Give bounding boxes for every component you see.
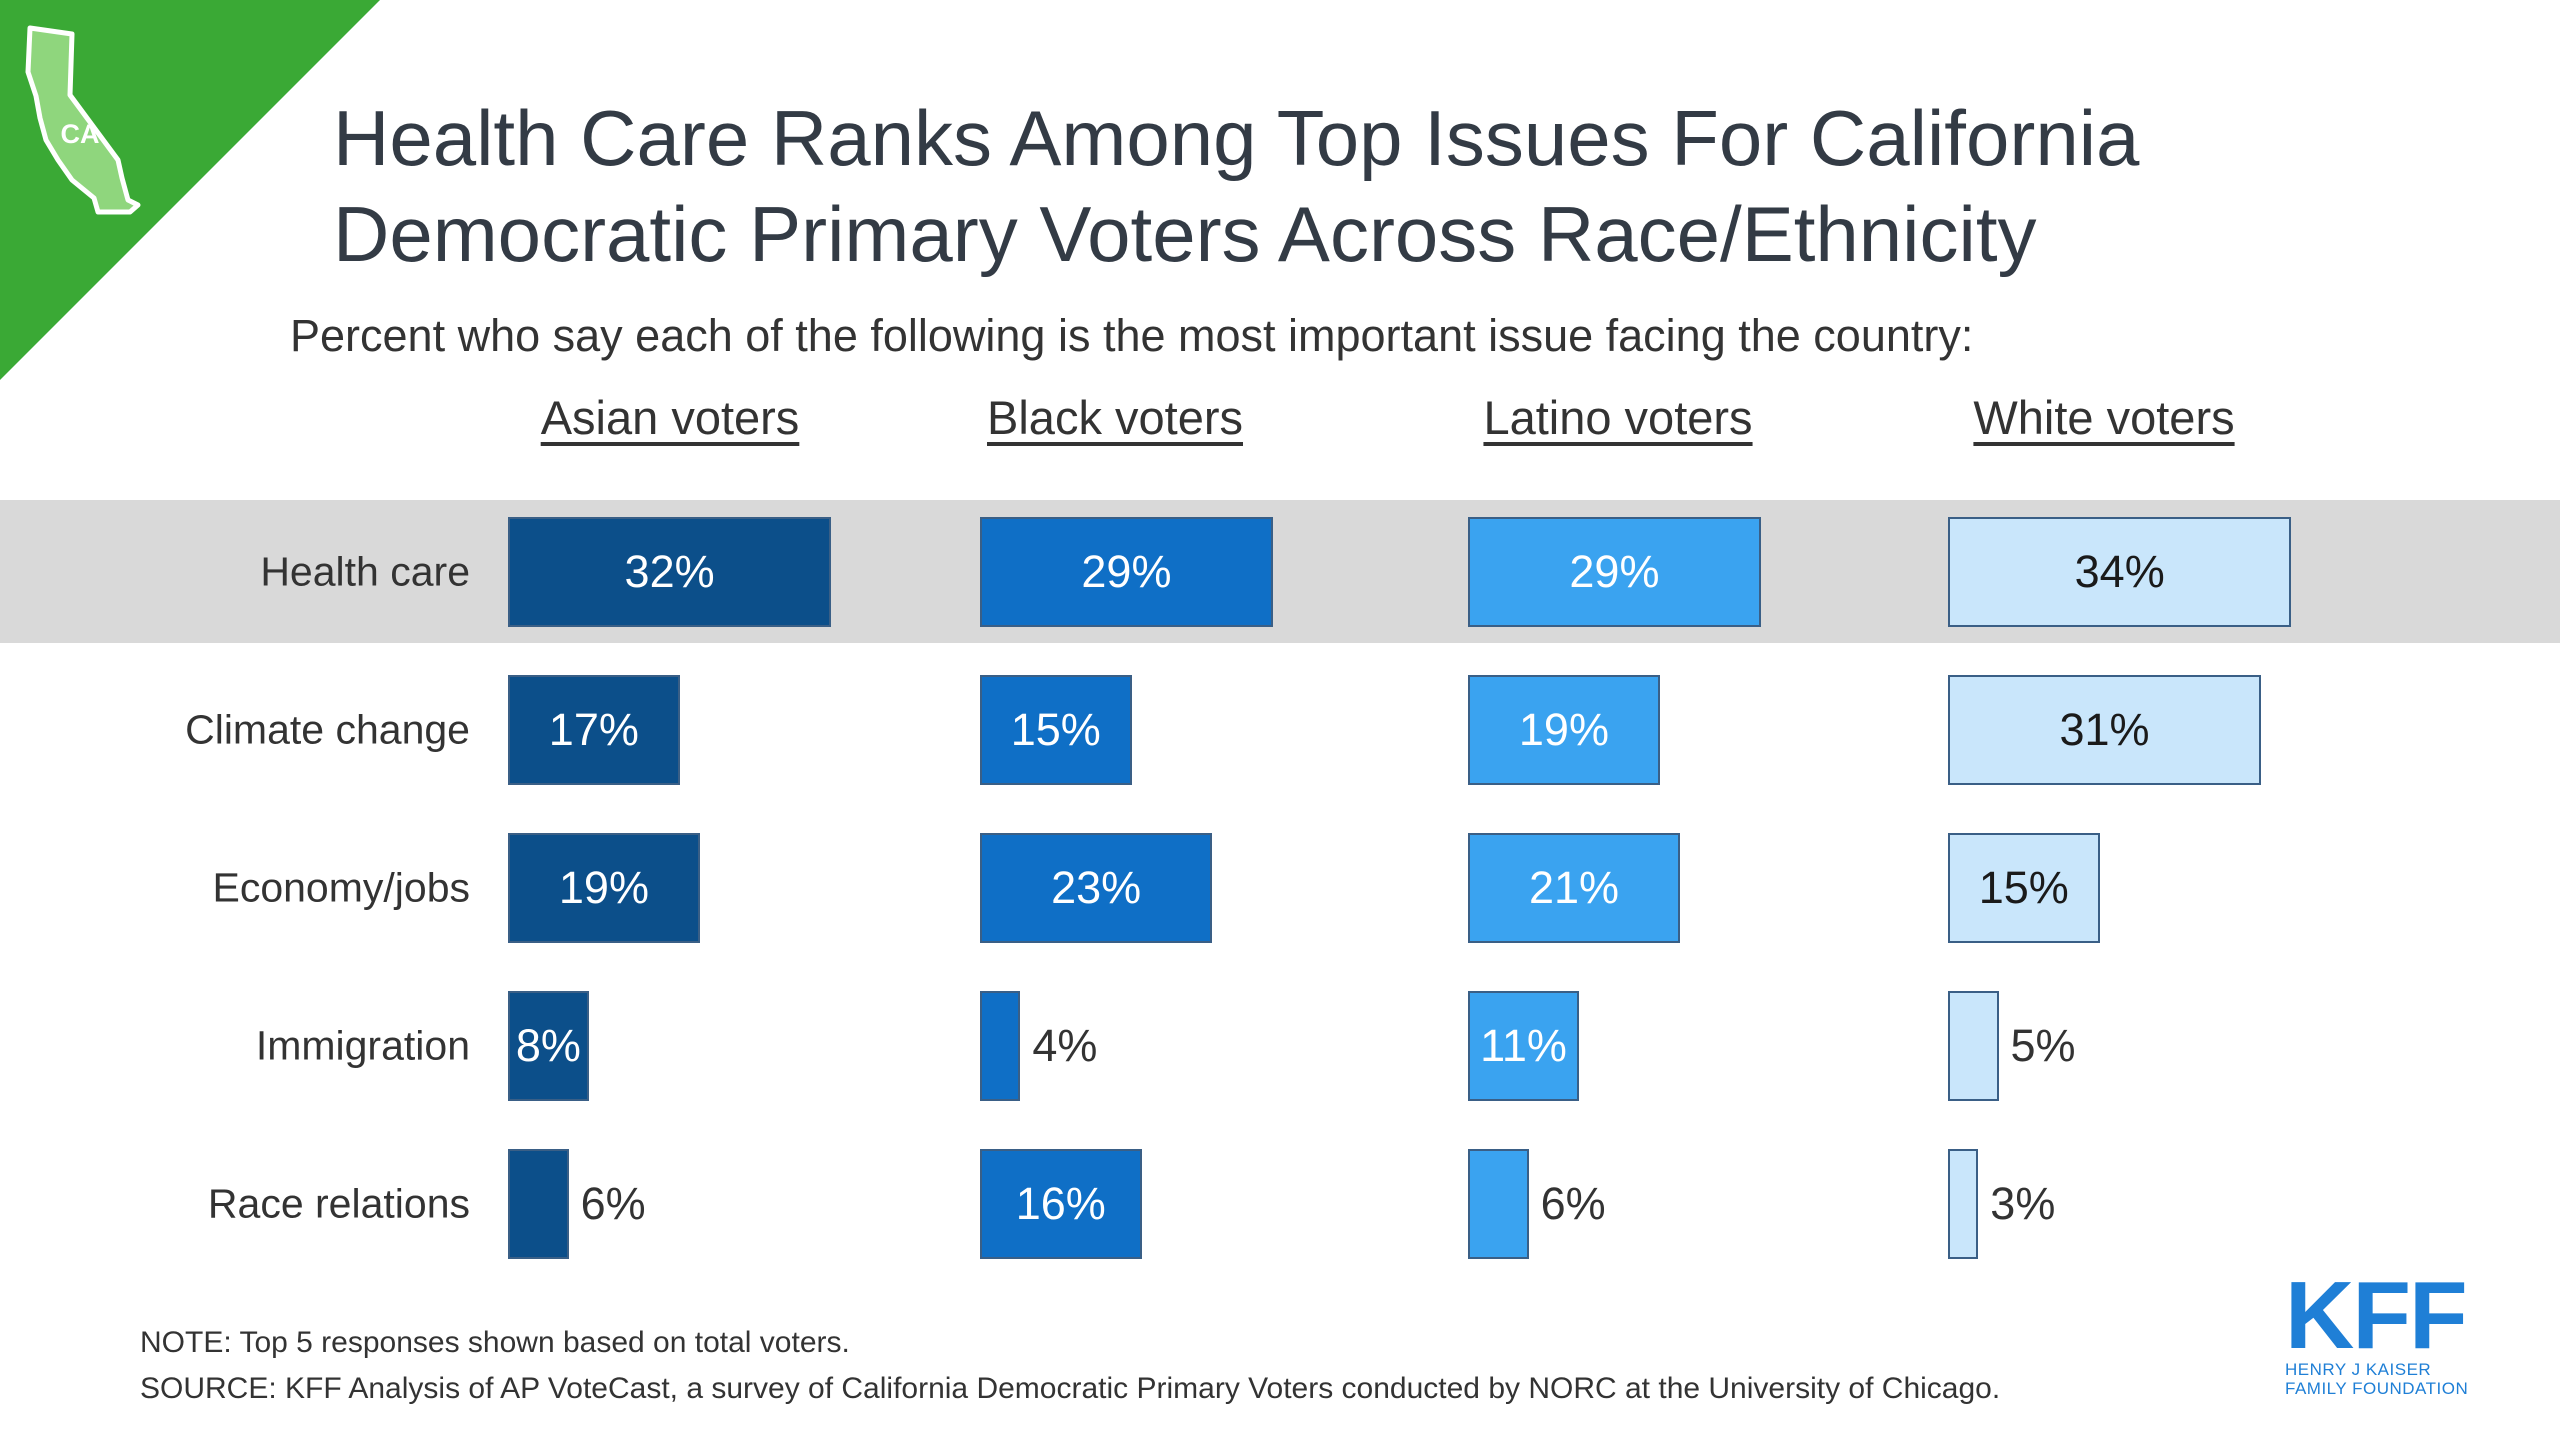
bar-asian-1 <box>508 675 680 785</box>
chart-title-line-1: Health Care Ranks Among Top Issues For C… <box>333 94 2140 182</box>
bar-white-2 <box>1948 833 2100 943</box>
bar-asian-2 <box>508 833 700 943</box>
bar-asian-3 <box>508 991 589 1101</box>
bar-label-black-0: 29% <box>1081 546 1172 597</box>
source-text: SOURCE: KFF Analysis of AP VoteCast, a s… <box>140 1372 2001 1405</box>
bar-latino-2 <box>1468 833 1681 943</box>
column-header-latino: Latino voters <box>1483 391 1753 444</box>
row-label-climate-change: Climate change <box>185 706 470 753</box>
bar-label-latino-1: 19% <box>1518 704 1609 755</box>
note-text: NOTE: Top 5 responses shown based on tot… <box>140 1326 850 1359</box>
chart-title-line-2: Democratic Primary Voters Across Race/Et… <box>333 190 2037 278</box>
bar-label-black-2: 23% <box>1051 862 1142 913</box>
bar-label-white-2: 15% <box>1978 862 2069 913</box>
chart-subtitle: Percent who say each of the following is… <box>290 310 1974 361</box>
bar-latino-3 <box>1468 991 1580 1101</box>
column-header-white: White voters <box>1973 391 2235 444</box>
bar-label-white-0: 34% <box>2074 546 2165 597</box>
bar-asian-0 <box>508 517 832 627</box>
california-corner-badge: CA <box>0 0 380 380</box>
bar-asian-4 <box>508 1149 569 1259</box>
bar-black-0 <box>980 517 1273 627</box>
bar-label-latino-0: 29% <box>1569 546 1660 597</box>
bar-white-0 <box>1948 517 2292 627</box>
corner-triangle <box>0 0 380 380</box>
kff-logo-line-2: FAMILY FOUNDATION <box>2285 1379 2469 1398</box>
bar-label-latino-4: 6% <box>1540 1178 1606 1229</box>
kff-logo-line-1: HENRY J KAISER <box>2285 1360 2432 1379</box>
bar-label-asian-0: 32% <box>624 546 715 597</box>
bar-latino-0 <box>1468 517 1761 627</box>
bar-label-black-4: 16% <box>1015 1178 1106 1229</box>
bar-label-asian-1: 17% <box>548 704 639 755</box>
bar-black-3 <box>980 991 1021 1101</box>
bar-label-black-3: 4% <box>1032 1020 1098 1071</box>
bar-label-asian-2: 19% <box>558 862 649 913</box>
california-map-icon <box>25 25 141 215</box>
kff-logo: KFF HENRY J KAISER FAMILY FOUNDATION <box>2285 1262 2469 1399</box>
row-label-economy-jobs: Economy/jobs <box>212 864 470 911</box>
bar-white-1 <box>1948 675 2262 785</box>
row-label-immigration: Immigration <box>255 1022 470 1069</box>
bar-black-1 <box>980 675 1132 785</box>
bar-white-4 <box>1948 1149 1979 1259</box>
bar-label-latino-3: 11% <box>1480 1020 1567 1071</box>
state-badge-label: CA <box>61 119 100 149</box>
bar-label-latino-2: 21% <box>1529 862 1620 913</box>
column-header-asian: Asian voters <box>540 391 800 444</box>
bar-label-asian-4: 6% <box>580 1178 646 1229</box>
bar-label-asian-3: 8% <box>515 1020 581 1071</box>
bar-latino-4 <box>1468 1149 1529 1259</box>
kff-logo-mark: KFF <box>2285 1262 2468 1369</box>
column-header-black: Black voters <box>987 391 1243 444</box>
bar-black-2 <box>980 833 1213 943</box>
bar-black-4 <box>980 1149 1142 1259</box>
row-label-race-relations: Race relations <box>207 1180 470 1227</box>
bar-label-white-3: 5% <box>2010 1020 2076 1071</box>
bar-label-white-4: 3% <box>1990 1178 2056 1229</box>
bar-latino-1 <box>1468 675 1660 785</box>
bar-label-white-1: 31% <box>2059 704 2150 755</box>
row-label-health-care: Health care <box>260 548 470 595</box>
bar-white-3 <box>1948 991 1999 1101</box>
chart-title: Health Care Ranks Among Top Issues For C… <box>333 90 2433 282</box>
bar-label-black-1: 15% <box>1010 704 1101 755</box>
